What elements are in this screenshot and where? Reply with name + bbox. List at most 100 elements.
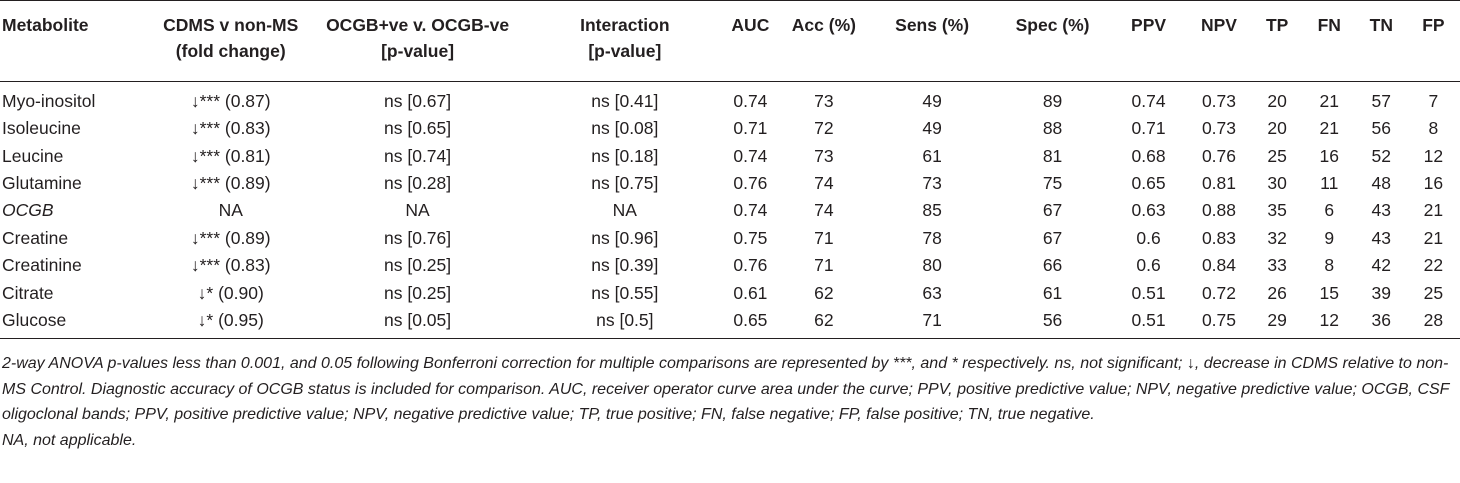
column-header-line1: Interaction xyxy=(580,15,670,35)
column-header: TN xyxy=(1356,1,1407,82)
table-cell: ns [0.67] xyxy=(384,90,452,111)
table-cell: 0.61 xyxy=(733,282,768,303)
column-header: Interaction [p-value] xyxy=(527,1,723,82)
table-cell: 0.76 xyxy=(733,172,768,193)
table-cell: NA xyxy=(218,200,243,221)
table-cell: ns [0.75] xyxy=(591,172,659,193)
table-cell: 21 xyxy=(1319,118,1339,139)
table-cell: 0.76 xyxy=(1201,145,1236,166)
table-cell: 61 xyxy=(1042,282,1063,303)
table-row: Glucose ↓* (0.95) ns [0.05] ns [0.5] 0.65 62 7… xyxy=(0,307,1460,339)
table-cell: ↓*** (0.87) xyxy=(190,90,271,111)
table-cell: ns [0.18] xyxy=(591,145,659,166)
table-cell: 49 xyxy=(922,90,942,111)
table-cell: 43 xyxy=(1371,227,1392,248)
table-cell: ↓* (0.90) xyxy=(197,282,264,303)
table-cell: 0.71 xyxy=(733,118,768,139)
column-header-line1: Spec (%) xyxy=(1015,15,1090,35)
table-cell: 0.74 xyxy=(733,90,768,111)
column-header-line2: (fold change) xyxy=(175,41,286,61)
table-cell: 0.74 xyxy=(733,200,768,221)
table-cell: 36 xyxy=(1371,309,1392,330)
metabolite-name-cell: Myo-inositol xyxy=(2,90,96,111)
table-cell: 0.81 xyxy=(1201,172,1236,193)
table-row: Creatinine ↓*** (0.83) ns [0.25] ns [0.39] 0… xyxy=(0,252,1460,279)
table-cell: 30 xyxy=(1267,172,1287,193)
table-cell: 15 xyxy=(1319,282,1339,303)
table-cell: 7 xyxy=(1428,90,1439,111)
table-cell: 56 xyxy=(1371,118,1392,139)
table-cell: 0.6 xyxy=(1136,255,1161,276)
table-cell: ns [0.41] xyxy=(591,90,659,111)
metabolite-name-cell: Creatinine xyxy=(2,255,82,276)
table-cell: 43 xyxy=(1371,200,1392,221)
column-header-line1: FP xyxy=(1422,15,1445,35)
table-cell: 0.88 xyxy=(1201,200,1236,221)
column-header: FN xyxy=(1303,1,1356,82)
table-cell: 21 xyxy=(1423,200,1444,221)
table-row: Glutamine ↓*** (0.89) ns [0.28] ns [0.75] 0.… xyxy=(0,170,1460,197)
table-cell: 6 xyxy=(1324,200,1335,221)
table-cell: 62 xyxy=(814,309,834,330)
table-cell: 12 xyxy=(1319,309,1339,330)
table-cell: 66 xyxy=(1042,255,1063,276)
table-body: Myo-inositol ↓*** (0.87) ns [0.67] ns [0.41… xyxy=(0,82,1460,339)
table-row: Leucine ↓*** (0.81) ns [0.74] ns [0.18] 0.74… xyxy=(0,142,1460,169)
table-cell: 33 xyxy=(1267,255,1287,276)
metabolite-name-cell: OCGB xyxy=(2,200,54,221)
table-cell: ↓*** (0.81) xyxy=(190,145,271,166)
column-header-line1: PPV xyxy=(1131,15,1167,35)
table-cell: 71 xyxy=(814,255,834,276)
table-cell: ns [0.05] xyxy=(384,309,452,330)
table-cell: 26 xyxy=(1267,282,1287,303)
table-cell: ↓*** (0.83) xyxy=(190,255,271,276)
table-cell: 81 xyxy=(1042,145,1063,166)
table-cell: 78 xyxy=(922,227,942,248)
table-cell: ns [0.76] xyxy=(384,227,452,248)
table-cell: 0.51 xyxy=(1131,309,1166,330)
column-header: PPV xyxy=(1111,1,1187,82)
table-cell: 67 xyxy=(1042,227,1063,248)
table-cell: 61 xyxy=(922,145,942,166)
table-cell: 22 xyxy=(1423,255,1444,276)
column-header: Spec (%) xyxy=(994,1,1110,82)
column-header: AUC xyxy=(723,1,778,82)
footnote-text: 2-way ANOVA p-values less than 0.001, an… xyxy=(2,355,1450,423)
column-header-line1: Metabolite xyxy=(2,15,89,35)
column-header: FP xyxy=(1407,1,1460,82)
table-cell: ↓*** (0.89) xyxy=(190,172,271,193)
column-header: CDMS v non-MS (fold change) xyxy=(153,1,308,82)
table-cell: 73 xyxy=(814,145,834,166)
column-header-line1: CDMS v non-MS xyxy=(163,15,299,35)
column-header-line2: [p-value] xyxy=(381,41,455,61)
table-cell: 42 xyxy=(1371,255,1392,276)
table-row: Creatine ↓*** (0.89) ns [0.76] ns [0.96] 0.7… xyxy=(0,225,1460,252)
metabolite-name-cell: Leucine xyxy=(2,145,64,166)
table-cell: 0.83 xyxy=(1201,227,1236,248)
table-cell: 0.74 xyxy=(1131,90,1166,111)
table-cell: ↓*** (0.83) xyxy=(190,118,271,139)
table-cell: ns [0.74] xyxy=(384,145,452,166)
table-cell: 0.74 xyxy=(733,145,768,166)
table-cell: ns [0.5] xyxy=(596,309,654,330)
na-note-text: NA, not applicable. xyxy=(2,431,137,449)
table-cell: ns [0.25] xyxy=(384,255,452,276)
table-cell: 21 xyxy=(1423,227,1444,248)
table-cell: 39 xyxy=(1371,282,1392,303)
column-header-line1: TP xyxy=(1265,15,1289,35)
table-cell: 8 xyxy=(1428,118,1439,139)
table-cell: 67 xyxy=(1042,200,1063,221)
table-cell: 11 xyxy=(1320,172,1339,193)
header-row: Metabolite CDMS v non-MS (fold change) OCGB… xyxy=(0,0,1460,82)
table-cell: NA xyxy=(612,200,637,221)
table-cell: 75 xyxy=(1042,172,1063,193)
table-cell: 32 xyxy=(1267,227,1287,248)
table-cell: 73 xyxy=(814,90,834,111)
table-cell: 74 xyxy=(814,172,834,193)
table-cell: 9 xyxy=(1324,227,1335,248)
table-cell: 89 xyxy=(1042,90,1063,111)
table-cell: 88 xyxy=(1042,118,1063,139)
table-cell: 20 xyxy=(1267,118,1287,139)
column-header-line1: TN xyxy=(1369,15,1393,35)
